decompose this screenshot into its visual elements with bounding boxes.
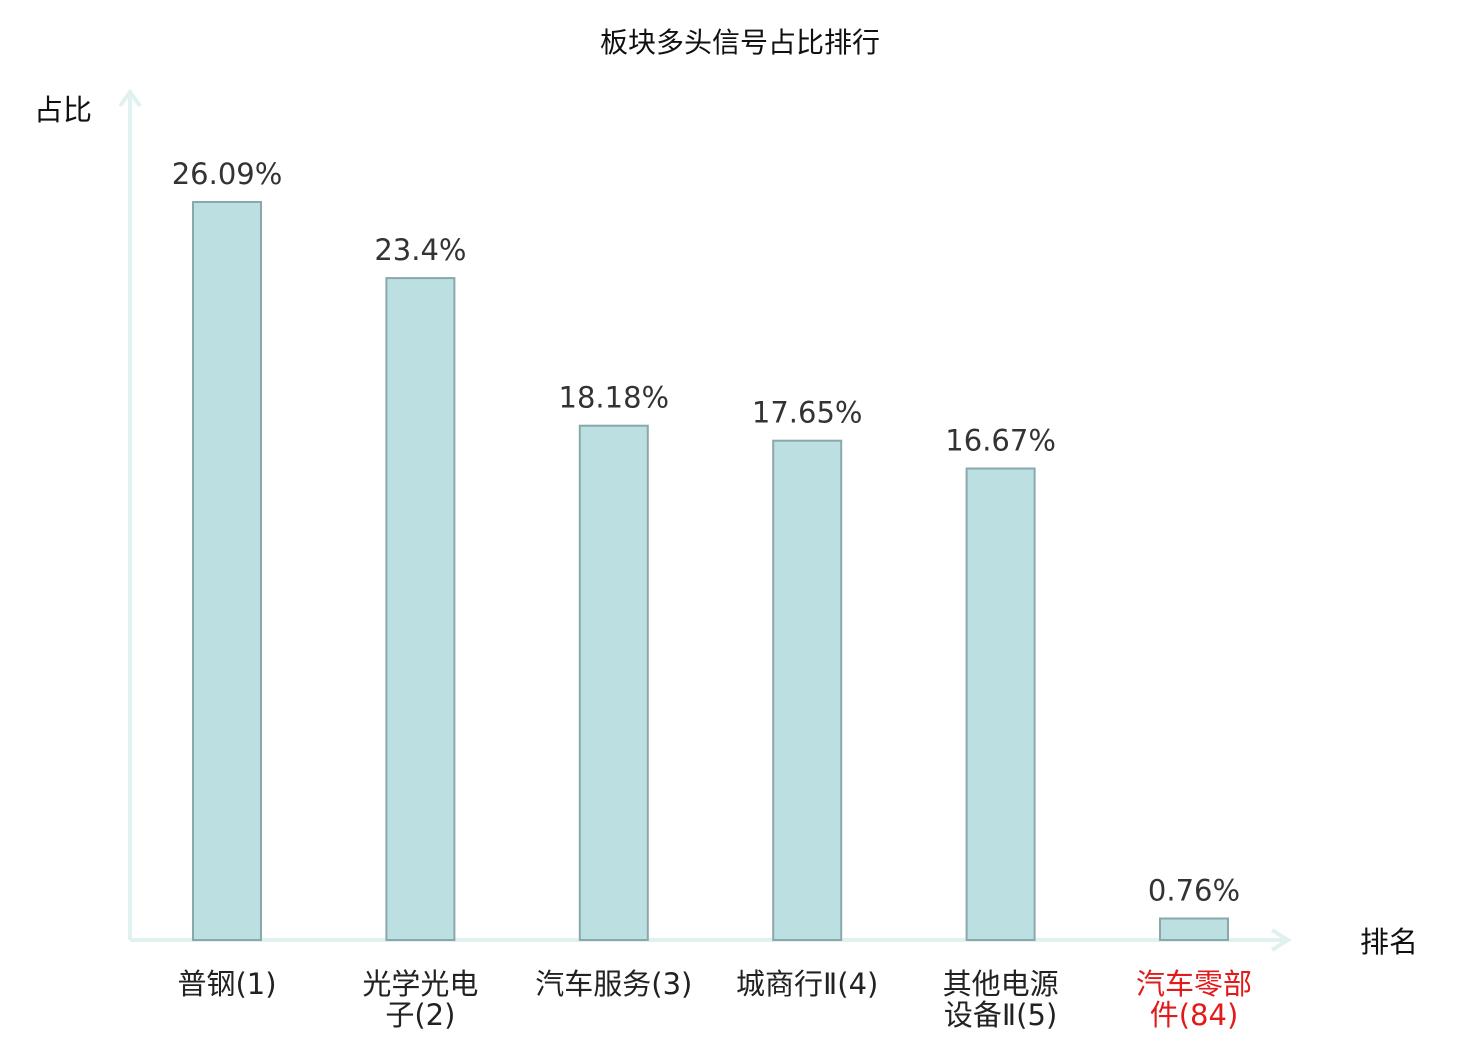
- category-label: 子(2): [385, 998, 455, 1032]
- category-label: 汽车零部: [1136, 967, 1252, 1001]
- x-axis-arrow: [1270, 928, 1292, 952]
- bar: [772, 439, 843, 941]
- bar: [1159, 917, 1229, 941]
- value-labels-group: 26.09% 23.4% 18.18% 17.65% 16.67% 0.76%: [172, 157, 1240, 908]
- category-label: 其他电源: [943, 967, 1059, 1001]
- y-axis-arrow: [118, 88, 142, 108]
- category-label: 件(84): [1150, 998, 1239, 1032]
- y-axis-label: 占比: [34, 93, 92, 127]
- bar: [965, 467, 1036, 941]
- category-label: 普钢(1): [177, 967, 276, 1001]
- bar: [578, 424, 649, 941]
- category-label: 汽车服务(3): [535, 967, 692, 1001]
- chart-title: 板块多头信号占比排行: [600, 26, 880, 59]
- x-axis-label: 排名: [1360, 925, 1418, 959]
- category-label: 设备Ⅱ(5): [944, 998, 1057, 1032]
- bars-group: [192, 201, 1229, 942]
- x-axis: [130, 928, 1292, 952]
- category-label: 光学光电: [362, 967, 478, 1001]
- value-label: 18.18%: [559, 381, 670, 415]
- value-label: 16.67%: [945, 424, 1056, 458]
- y-axis: [118, 88, 142, 940]
- value-label: 17.65%: [752, 396, 863, 430]
- category-label: 城商行Ⅱ(4): [736, 967, 878, 1001]
- value-label: 23.4%: [374, 233, 466, 267]
- bar: [385, 277, 456, 942]
- value-label: 0.76%: [1148, 874, 1240, 908]
- value-label: 26.09%: [172, 157, 283, 191]
- bar: [192, 201, 262, 941]
